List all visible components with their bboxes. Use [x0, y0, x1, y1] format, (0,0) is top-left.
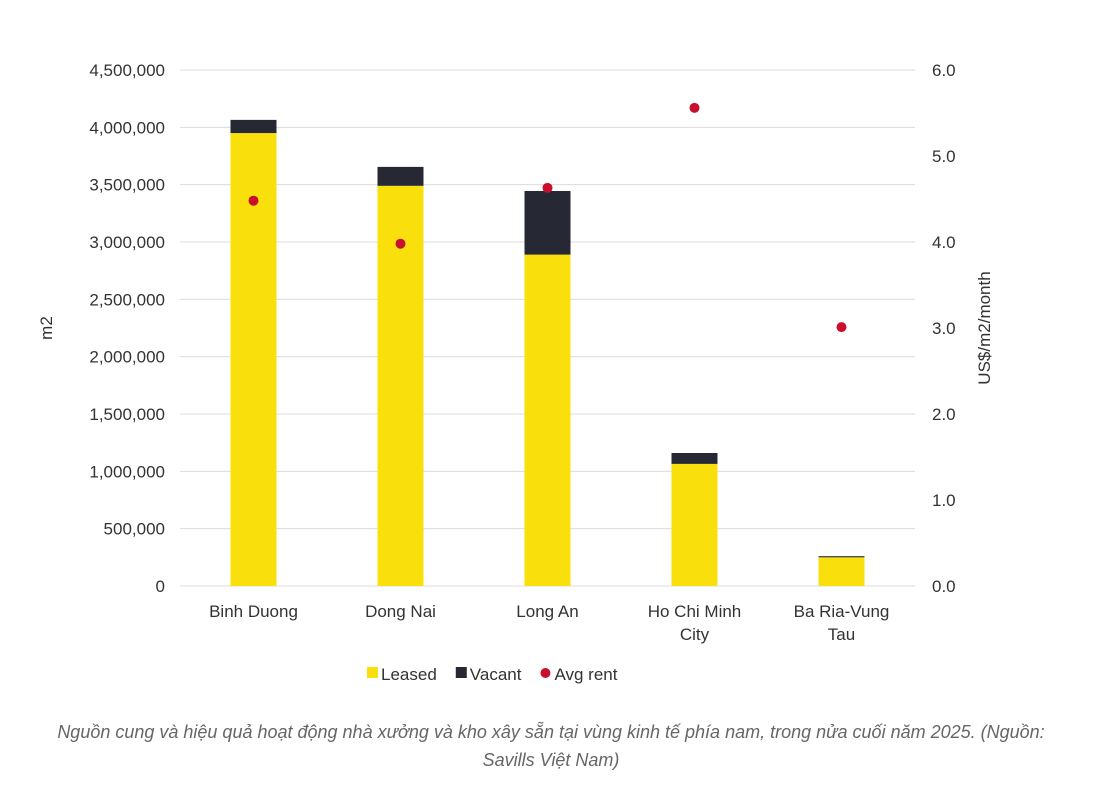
bar-vacant	[524, 190, 571, 255]
y-tick-label: 1,500,000	[89, 405, 165, 424]
point-avg-rent	[248, 195, 259, 206]
point-avg-rent	[395, 238, 406, 249]
y-tick-label: 4,500,000	[89, 61, 165, 80]
bar-leased	[377, 185, 424, 586]
y-axis-label: m2	[37, 316, 56, 340]
point-avg-rent	[836, 322, 847, 333]
point-avg-rent	[542, 182, 553, 193]
legend-swatch	[540, 668, 551, 678]
bar-leased	[524, 254, 571, 586]
bar-vacant	[230, 119, 277, 134]
y-tick-label: 2,500,000	[89, 290, 165, 309]
x-tick-label: Ho Chi Minh	[648, 602, 742, 621]
y-tick-label: 3,500,000	[89, 176, 165, 195]
x-tick-label: Binh Duong	[209, 602, 298, 621]
y-tick-label: 3,000,000	[89, 233, 165, 252]
y-tick-label: 0	[156, 577, 165, 596]
y-right-tick-label: 2.0	[932, 405, 956, 424]
point-avg-rent	[689, 102, 700, 113]
x-tick-label: City	[680, 625, 710, 644]
y-right-tick-label: 3.0	[932, 319, 956, 338]
bar-leased	[230, 133, 277, 587]
bar-leased	[818, 557, 865, 586]
y-right-axis-label: US$/m2/month	[975, 271, 994, 384]
bar-vacant	[671, 452, 718, 464]
bar-vacant	[377, 166, 424, 186]
y-right-tick-label: 5.0	[932, 147, 956, 166]
legend-label: Leased	[381, 665, 437, 684]
legend-label: Avg rent	[554, 665, 617, 684]
x-tick-label: Ba Ria-Vung	[794, 602, 890, 621]
y-tick-label: 2,000,000	[89, 348, 165, 367]
x-tick-label: Long An	[516, 602, 578, 621]
y-right-tick-label: 1.0	[932, 491, 956, 510]
x-tick-label: Dong Nai	[365, 602, 436, 621]
x-tick-label: Tau	[828, 625, 855, 644]
y-right-tick-label: 0.0	[932, 577, 956, 596]
chart: 0 500,000 1,000,000 1,500,000 2,000,000 2,500…	[37, 61, 994, 684]
y-right-tick-label: 4.0	[932, 233, 956, 252]
legend-swatch	[367, 667, 378, 678]
y-tick-label: 1,000,000	[89, 462, 165, 481]
legend-swatch	[455, 667, 467, 678]
y-tick-label: 500,000	[104, 520, 165, 539]
bar-leased	[671, 463, 718, 586]
figure-caption: Nguồn cung và hiệu quả hoạt động nhà xưở…	[57, 722, 1045, 770]
legend-label: Vacant	[470, 665, 522, 684]
bar-vacant	[818, 556, 865, 558]
y-tick-label: 4,000,000	[89, 118, 165, 137]
y-right-tick-label: 6.0	[932, 61, 956, 80]
